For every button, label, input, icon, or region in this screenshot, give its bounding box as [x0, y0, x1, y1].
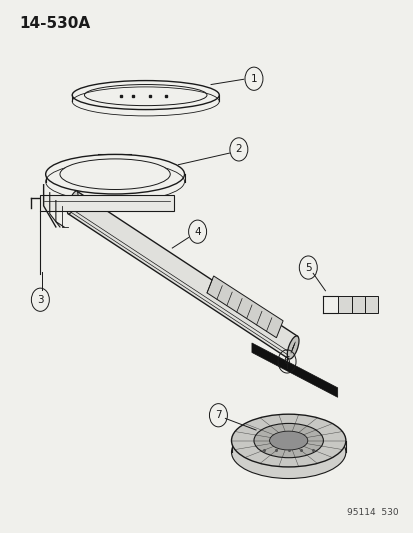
Text: 2: 2	[235, 144, 242, 155]
Text: 3: 3	[37, 295, 43, 305]
Ellipse shape	[231, 426, 345, 479]
Ellipse shape	[60, 159, 170, 190]
Text: 7: 7	[215, 410, 221, 420]
Polygon shape	[351, 295, 365, 313]
Ellipse shape	[287, 336, 298, 359]
Text: 4: 4	[194, 227, 200, 237]
Text: 6: 6	[283, 357, 290, 367]
Polygon shape	[40, 195, 174, 211]
Polygon shape	[365, 295, 377, 313]
Ellipse shape	[253, 423, 323, 458]
Ellipse shape	[269, 431, 307, 450]
Text: 5: 5	[304, 263, 311, 272]
Ellipse shape	[67, 191, 78, 214]
Ellipse shape	[45, 155, 184, 194]
Polygon shape	[206, 276, 282, 338]
Polygon shape	[337, 295, 351, 313]
Polygon shape	[68, 191, 297, 359]
Text: 1: 1	[250, 74, 256, 84]
Ellipse shape	[231, 414, 345, 467]
Text: 14-530A: 14-530A	[19, 16, 90, 31]
Polygon shape	[252, 343, 337, 397]
Text: 95114  530: 95114 530	[347, 508, 398, 517]
